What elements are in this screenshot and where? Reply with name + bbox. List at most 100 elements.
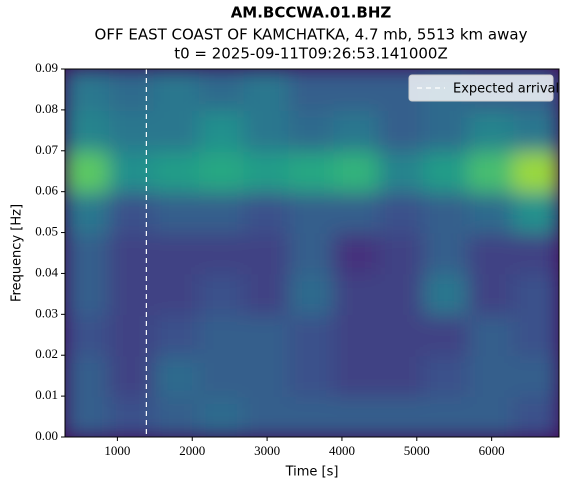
heatmap-cell	[198, 354, 246, 398]
x-tick-label: 3000	[254, 443, 280, 458]
heatmap-cell	[378, 108, 426, 152]
heatmap-cell	[153, 313, 201, 357]
heatmap-cell	[65, 69, 111, 111]
heatmap-cell	[243, 313, 291, 357]
heatmap-cell	[198, 108, 246, 152]
heatmap-cell	[378, 149, 426, 193]
heatmap-cell	[423, 231, 471, 275]
heatmap-cell	[513, 231, 559, 275]
heatmap-cell	[378, 231, 426, 275]
heatmap-cell	[333, 69, 381, 111]
heatmap-cell	[288, 149, 336, 193]
heatmap-cell	[513, 272, 559, 316]
heatmap-cell	[423, 149, 471, 193]
heatmap-cell	[423, 313, 471, 357]
x-tick-label: 2000	[179, 443, 205, 458]
heatmap-cell	[513, 313, 559, 357]
heatmap-cell	[423, 108, 471, 152]
x-tick-label: 4000	[329, 443, 355, 458]
heatmap-cell	[65, 354, 111, 398]
heatmap-cell	[198, 190, 246, 234]
heatmap-cell	[243, 354, 291, 398]
x-axis-label: Time [s]	[285, 465, 339, 480]
heatmap-cell	[243, 395, 291, 437]
heatmap-cell	[153, 69, 201, 111]
heatmap-cell	[153, 231, 201, 275]
heatmap-cell	[198, 313, 246, 357]
heatmap-cell	[288, 313, 336, 357]
heatmap-cell	[288, 108, 336, 152]
heatmap-cell	[288, 190, 336, 234]
heatmap-cell	[468, 149, 516, 193]
heatmap-cell	[468, 395, 516, 437]
heatmap-cell	[333, 190, 381, 234]
heatmap-cell	[108, 190, 156, 234]
heatmap-cell	[65, 149, 111, 193]
heatmap-cell	[65, 313, 111, 357]
heatmap-cell	[243, 149, 291, 193]
heatmap-cell	[65, 108, 111, 152]
heatmap-cell	[333, 354, 381, 398]
heatmap-cell	[153, 190, 201, 234]
overlay: 1000 2000 3000 4000 5000 6000 0.00 0.01 0.02 0.03…	[35, 60, 559, 458]
heatmap-cell	[65, 231, 111, 275]
heatmap	[65, 69, 559, 437]
y-tick-label: 0.05	[35, 224, 58, 239]
heatmap-cell	[468, 108, 516, 152]
heatmap-cell	[153, 108, 201, 152]
heatmap-cell	[108, 108, 156, 152]
heatmap-cell	[468, 272, 516, 316]
heatmap-cell	[108, 231, 156, 275]
heatmap-cell	[378, 395, 426, 437]
x-tick-label: 1000	[104, 443, 130, 458]
heatmap-cell	[378, 190, 426, 234]
heatmap-cell	[243, 272, 291, 316]
heatmap-cell	[513, 108, 559, 152]
y-tick-label: 0.03	[35, 305, 58, 320]
heatmap-cell	[65, 190, 111, 234]
heatmap-cell	[108, 313, 156, 357]
y-tick-label: 0.08	[35, 101, 58, 116]
heatmap-cell	[513, 395, 559, 437]
y-tick-label: 0.04	[35, 264, 58, 279]
heatmap-cell	[243, 69, 291, 111]
y-tick-label: 0.02	[35, 346, 58, 361]
legend-label: Expected arrival	[453, 82, 559, 97]
chart-subtitle: t0 = 2025-09-11T09:26:53.141000Z	[174, 45, 448, 63]
heatmap-cell	[198, 149, 246, 193]
heatmap-cell	[153, 149, 201, 193]
chart-title: AM.BCCWA.01.BHZ	[231, 4, 392, 22]
heatmap-cell	[423, 272, 471, 316]
heatmap-cell	[153, 354, 201, 398]
heatmap-cell	[198, 272, 246, 316]
x-tick-label: 6000	[479, 443, 505, 458]
heatmap-cell	[333, 272, 381, 316]
x-tick-label: 5000	[404, 443, 430, 458]
heatmap-cell	[288, 69, 336, 111]
heatmap-cell	[513, 354, 559, 398]
y-axis-label: Frequency [Hz]	[10, 204, 25, 302]
heatmap-cell	[65, 395, 111, 437]
heatmap-cell	[108, 354, 156, 398]
heatmap-cell	[243, 231, 291, 275]
y-tick-label: 0.01	[35, 387, 58, 402]
heatmap-cell	[333, 231, 381, 275]
y-tick-label: 0.09	[35, 60, 58, 75]
heatmap-cell	[243, 108, 291, 152]
heatmap-cell	[288, 395, 336, 437]
heatmap-cell	[288, 354, 336, 398]
plot-frame	[64, 68, 560, 438]
heatmap-cell	[468, 231, 516, 275]
heatmap-cell	[468, 190, 516, 234]
heatmap-cell	[198, 69, 246, 111]
heatmap-cell	[378, 313, 426, 357]
heatmap-cell	[288, 231, 336, 275]
heatmap-cell	[423, 395, 471, 437]
heatmap-cell	[513, 190, 559, 234]
heatmap-cell	[198, 231, 246, 275]
chart-subtitle: OFF EAST COAST OF KAMCHATKA, 4.7 mb, 551…	[95, 26, 528, 44]
heatmap-cell	[468, 354, 516, 398]
heatmap-cell	[65, 272, 111, 316]
heatmap-cell	[108, 272, 156, 316]
